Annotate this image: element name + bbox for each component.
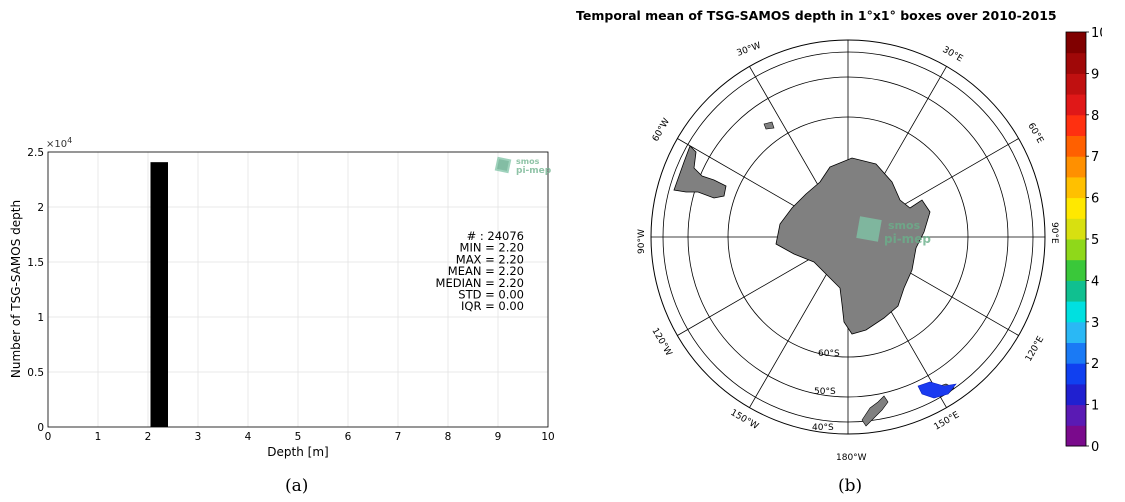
x-tick-label: 1: [95, 431, 102, 443]
colorbar-segment: [1066, 32, 1086, 54]
colorbar-tick-label: 5: [1091, 233, 1099, 248]
y-tick-label: 0.5: [27, 367, 44, 379]
hist-bars: [150, 162, 168, 427]
colorbar-segment: [1066, 52, 1086, 74]
colorbar: 0 1 2 3 4 5 6 7 8 9 10: [1065, 26, 1102, 455]
logo-text-2: pi-mep: [884, 232, 931, 246]
hist-plot-frame: [47, 151, 549, 428]
lon-label-150w: 150°W: [729, 408, 761, 432]
y-tick-label: 1: [37, 312, 44, 324]
smos-logo-b: smos pi-mep: [856, 216, 931, 246]
lon-label-30w: 30°W: [736, 41, 763, 59]
lon-label-120w: 120°W: [649, 327, 673, 359]
stat-line: IQR = 0.00: [461, 299, 524, 313]
colorbar-segment: [1066, 218, 1086, 240]
colorbar-tick-label: 9: [1091, 67, 1099, 82]
nz-landmass: [861, 395, 889, 427]
colorbar-tick-label: 6: [1091, 192, 1099, 207]
colorbar-segment: [1066, 176, 1086, 199]
histogram-chart: 0 1 2 3 4 5 6 7 8 9 10 0 0.5 1 1.5 2 2.5 ×104 Depth [m]…: [9, 136, 555, 459]
colorbar-segment: [1066, 383, 1086, 406]
colorbar-tick-label: 3: [1091, 316, 1099, 331]
stat-line: MEDIAN = 2.20: [436, 276, 524, 290]
lat-label-40s: 40°S: [812, 423, 834, 433]
y-exponent-label: ×104: [46, 136, 72, 150]
colorbar-tick-label: 1: [1091, 399, 1099, 414]
colorbar-ticks: 0 1 2 3 4 5 6 7 8 9 10: [1086, 26, 1102, 455]
colorbar-tick-label: 7: [1091, 150, 1099, 165]
lon-label-90w: 90°W: [637, 229, 647, 254]
colorbar-segment: [1066, 156, 1086, 178]
lon-label-180w: 180°W: [836, 453, 867, 463]
x-axis-label: Depth [m]: [267, 445, 328, 459]
x-tick-label: 8: [445, 431, 452, 443]
y-axis-label: Number of TSG-SAMOS depth: [9, 200, 23, 378]
stat-line: # : 24076: [467, 229, 524, 243]
histogram-bar: [150, 162, 168, 427]
colorbar-tick-label: 2: [1091, 357, 1099, 372]
peninsula-landmass: [673, 145, 727, 199]
colorbar-segment: [1066, 321, 1086, 343]
y-tick-label: 1.5: [27, 257, 44, 269]
polar-map: smos pi-mep 30°W 30°E 60°W 60°E 90°W 90°…: [637, 39, 1059, 463]
x-tick-label: 7: [395, 431, 402, 443]
stat-line: MIN = 2.20: [460, 241, 524, 255]
logo-text-1: smos: [516, 157, 540, 166]
caption-b: (b): [838, 476, 863, 496]
lon-label-90e: 90°E: [1049, 222, 1059, 244]
small-island-1: [763, 121, 775, 130]
colorbar-segment: [1066, 259, 1086, 281]
colorbar-segment: [1066, 425, 1086, 447]
colorbar-segment: [1066, 239, 1086, 261]
logo-text-1: smos: [888, 219, 921, 232]
lon-label-60e: 60°E: [1025, 122, 1045, 146]
x-tick-label: 4: [245, 431, 252, 443]
colorbar-segment: [1066, 404, 1086, 426]
lon-label-120e: 120°E: [1024, 335, 1046, 364]
antarctica-landmass: [775, 157, 931, 335]
stat-line: MAX = 2.20: [456, 252, 524, 266]
x-tick-label: 10: [541, 431, 554, 443]
colorbar-segment: [1066, 280, 1086, 302]
colorbar-fill: [1066, 32, 1086, 447]
latitude-labels: 60°S 50°S 40°S: [812, 349, 840, 433]
caption-a: (a): [285, 476, 309, 496]
map-title: Temporal mean of TSG-SAMOS depth in 1°x1…: [576, 8, 1057, 23]
colorbar-segment: [1066, 135, 1086, 157]
hist-y-ticks: 0 0.5 1 1.5 2 2.5: [27, 147, 44, 434]
colorbar-tick-label: 8: [1091, 109, 1099, 124]
colorbar-segment: [1066, 301, 1086, 323]
colorbar-segment: [1066, 342, 1086, 364]
colorbar-tick-label: 0: [1091, 440, 1099, 455]
stat-line: STD = 0.00: [458, 288, 524, 302]
colorbar-segment: [1066, 73, 1086, 95]
x-tick-label: 3: [195, 431, 202, 443]
hist-x-ticks: 0 1 2 3 4 5 6 7 8 9 10: [45, 431, 555, 443]
colorbar-segment: [1066, 197, 1086, 219]
smos-logo-a: smos pi-mep: [494, 156, 552, 176]
colorbar-segment: [1066, 114, 1086, 136]
x-tick-label: 0: [45, 431, 52, 443]
y-tick-label: 2.5: [27, 147, 44, 159]
colorbar-tick-label: 10: [1091, 26, 1102, 41]
y-tick-label: 0: [37, 422, 44, 434]
colorbar-segment: [1066, 94, 1086, 116]
lat-label-60s: 60°S: [818, 349, 840, 359]
x-tick-label: 6: [345, 431, 352, 443]
lat-label-50s: 50°S: [814, 387, 836, 397]
colorbar-segment: [1066, 363, 1086, 385]
x-tick-label: 5: [295, 431, 302, 443]
y-tick-label: 2: [37, 202, 44, 214]
stat-line: MEAN = 2.20: [448, 264, 524, 278]
lon-label-60w: 60°W: [651, 117, 672, 144]
data-patch: [917, 381, 957, 399]
x-tick-label: 9: [495, 431, 502, 443]
lon-label-30e: 30°E: [941, 45, 965, 65]
x-tick-label: 2: [145, 431, 152, 443]
logo-text-2: pi-mep: [516, 166, 552, 176]
colorbar-tick-label: 4: [1091, 274, 1099, 289]
lon-label-150e: 150°E: [933, 410, 962, 432]
